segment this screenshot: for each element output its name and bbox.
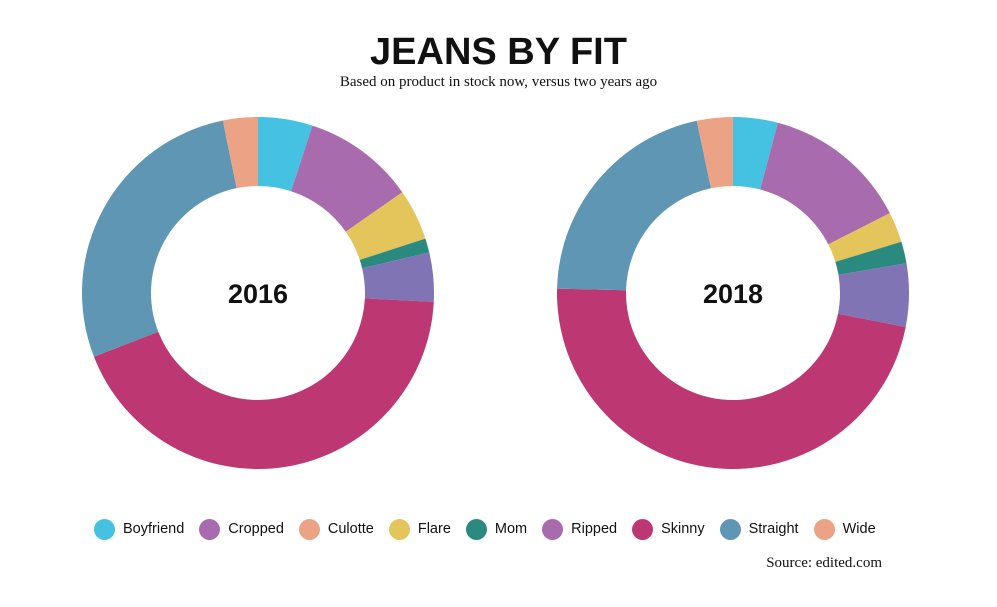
source-note: Source: edited.com (766, 555, 882, 571)
legend-item-culotte: Culotte (298, 518, 374, 540)
legend-label: Culotte (327, 521, 374, 537)
slice-2016-straight (82, 120, 237, 357)
slice-2016-skinny (93, 298, 434, 469)
donut-2018: 2018 (557, 117, 910, 470)
legend-item-mom: Mom (465, 518, 528, 540)
chart-title: JEANS BY FIT (370, 31, 627, 73)
legend-swatch (199, 518, 221, 540)
chart-subtitle: Based on product in stock now, versus tw… (339, 74, 658, 90)
legend-label: Ripped (571, 521, 618, 537)
slice-2016-wide (222, 117, 258, 189)
center-label-2018: 2018 (703, 279, 763, 309)
slice-2016-mom (359, 238, 430, 269)
slice-2016-boyfriend (258, 117, 313, 192)
slice-2018-straight (557, 120, 711, 291)
slice-2018-mom (835, 241, 907, 275)
slice-2018-wide (696, 117, 733, 189)
slice-2018-ripped (837, 263, 910, 328)
legend-swatch (388, 518, 410, 540)
legend-swatch (542, 518, 564, 540)
legend-swatch (465, 518, 487, 540)
legend-label: Mom (494, 521, 528, 537)
legend-label: Flare (417, 521, 451, 537)
slice-2016-ripped (362, 252, 434, 302)
legend-item-boyfriend: Boyfriend (94, 518, 185, 540)
legend-label: Cropped (228, 521, 284, 537)
legend-swatch (719, 518, 741, 540)
legend-label: Skinny (661, 521, 705, 537)
legend-swatch (632, 518, 654, 540)
slice-2018-boyfriend (733, 117, 778, 190)
legend-swatch (813, 518, 835, 540)
slice-2016-cropped (291, 125, 403, 232)
legend-swatch (298, 518, 320, 540)
legend-label: Straight (748, 521, 799, 537)
donut-2016: 2016 (82, 117, 434, 469)
slice-2018-cropped (760, 122, 890, 245)
legend-label: Wide (842, 521, 876, 537)
slice-2016-flare (345, 192, 426, 260)
legend-item-straight: Straight (719, 518, 799, 540)
legend-item-cropped: Cropped (199, 518, 284, 540)
slice-2018-flare (828, 213, 902, 262)
legend-item-flare: Flare (388, 518, 451, 540)
center-label-2016: 2016 (228, 279, 288, 309)
chart-legend: Boyfriend Cropped Culotte Flare Mom Ripped Ski… (94, 517, 891, 541)
legend-item-wide: Wide (813, 518, 876, 540)
legend-label: Boyfriend (123, 521, 185, 537)
slice-2018-skinny (557, 288, 906, 470)
legend-swatch (94, 518, 115, 540)
legend-item-ripped: Ripped (542, 518, 618, 540)
legend-item-skinny: Skinny (632, 518, 705, 540)
